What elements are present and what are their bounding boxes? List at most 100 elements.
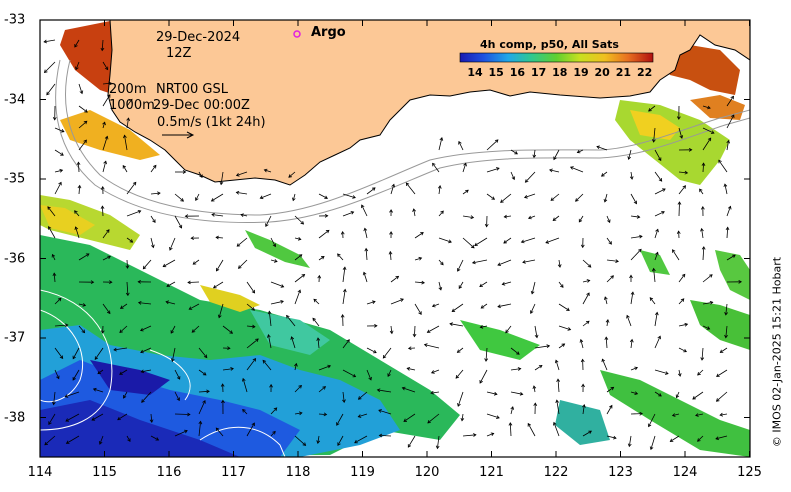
current-vector <box>292 193 296 201</box>
current-vector-head <box>72 377 76 381</box>
current-vector <box>670 435 680 442</box>
current-vector <box>317 337 320 349</box>
current-vector-head <box>340 231 345 235</box>
current-vector <box>558 325 571 331</box>
current-vector <box>294 363 297 371</box>
current-vector-head <box>60 152 64 156</box>
current-vector <box>102 255 111 261</box>
current-vector-head <box>701 246 706 250</box>
current-vector-head <box>187 280 191 285</box>
current-vector-head <box>313 298 317 303</box>
current-vector-head <box>113 347 117 352</box>
current-vector-head <box>400 298 404 302</box>
current-vector-head <box>323 412 328 417</box>
current-vector <box>318 365 331 371</box>
scale-arrow <box>162 131 195 139</box>
current-vector-head <box>220 383 225 387</box>
current-vector <box>75 61 80 70</box>
current-vector <box>169 237 176 251</box>
current-vector <box>150 192 161 195</box>
x-tick-label: 114 <box>27 465 53 480</box>
current-vector <box>702 301 713 305</box>
current-vector <box>218 303 224 318</box>
current-vector-head <box>508 422 513 426</box>
current-vector-head <box>426 329 431 333</box>
current-vector-head <box>418 256 423 261</box>
current-vector <box>270 407 277 415</box>
current-vector <box>549 169 560 173</box>
current-vector-head <box>677 201 682 205</box>
current-vector-head <box>298 254 303 258</box>
current-vector <box>65 391 80 398</box>
current-vector <box>126 210 141 217</box>
current-vector <box>486 193 495 200</box>
current-vector <box>457 347 464 353</box>
current-vector-head <box>701 162 706 166</box>
current-vector-head <box>302 442 307 446</box>
current-vector <box>697 369 704 376</box>
current-vector-head <box>342 399 346 403</box>
current-vector-head <box>98 441 103 445</box>
current-vector-head <box>401 386 406 391</box>
current-vector-head <box>697 438 701 442</box>
current-vector-head <box>457 403 461 407</box>
current-vector <box>462 434 476 437</box>
current-vector-head <box>170 330 174 334</box>
current-vector <box>582 259 592 268</box>
current-vector-head <box>682 185 686 189</box>
current-vector <box>534 365 543 371</box>
current-vector-head <box>647 423 652 428</box>
current-vector <box>557 379 560 393</box>
current-vector <box>54 127 65 133</box>
current-vector <box>701 228 704 239</box>
current-vector-head <box>210 198 215 202</box>
current-vector-head <box>252 357 257 362</box>
current-vector <box>163 259 176 267</box>
current-vector-head <box>106 310 111 315</box>
current-vector-head <box>83 120 88 125</box>
current-vector-head <box>524 179 529 183</box>
current-vector-head <box>604 296 608 301</box>
current-vector <box>678 171 688 174</box>
current-vector <box>286 315 296 327</box>
current-vector <box>54 169 63 173</box>
current-vector-head <box>298 384 302 389</box>
current-vector-head <box>553 156 557 161</box>
current-vector-head <box>43 39 48 44</box>
current-vector-head <box>149 419 154 423</box>
current-vector-head <box>191 329 196 333</box>
current-vector-head <box>638 248 642 253</box>
current-vector-head <box>122 164 127 169</box>
current-vector-head <box>546 344 551 349</box>
current-vector-head <box>636 214 641 219</box>
current-vector <box>414 281 425 284</box>
current-vector <box>126 118 129 129</box>
current-vector <box>702 137 712 151</box>
current-vector-head <box>505 329 509 334</box>
current-vector-head <box>649 446 654 451</box>
current-vector-head <box>178 224 183 229</box>
x-tick-label: 121 <box>479 465 504 480</box>
x-tick-label: 120 <box>414 465 440 480</box>
current-vector <box>337 435 344 446</box>
current-vector-head <box>108 81 112 86</box>
y-tick-label: -37 <box>4 330 26 346</box>
current-vector-head <box>550 197 555 201</box>
current-vector <box>246 281 255 294</box>
current-vector <box>462 215 474 218</box>
colorbar-tick-label: 16 <box>509 66 526 79</box>
current-vector-head <box>58 181 62 186</box>
current-vector <box>270 237 276 247</box>
current-vector <box>99 435 104 445</box>
current-vector <box>654 229 659 239</box>
current-vector <box>648 105 656 112</box>
current-vector-head <box>346 339 350 343</box>
current-vector <box>716 369 728 377</box>
colorbar-tick-label: 19 <box>573 66 589 79</box>
current-vector-head <box>139 327 144 332</box>
current-vector <box>216 236 224 239</box>
current-vector-head <box>227 346 231 351</box>
current-vector <box>291 336 296 349</box>
current-vector <box>113 347 128 351</box>
